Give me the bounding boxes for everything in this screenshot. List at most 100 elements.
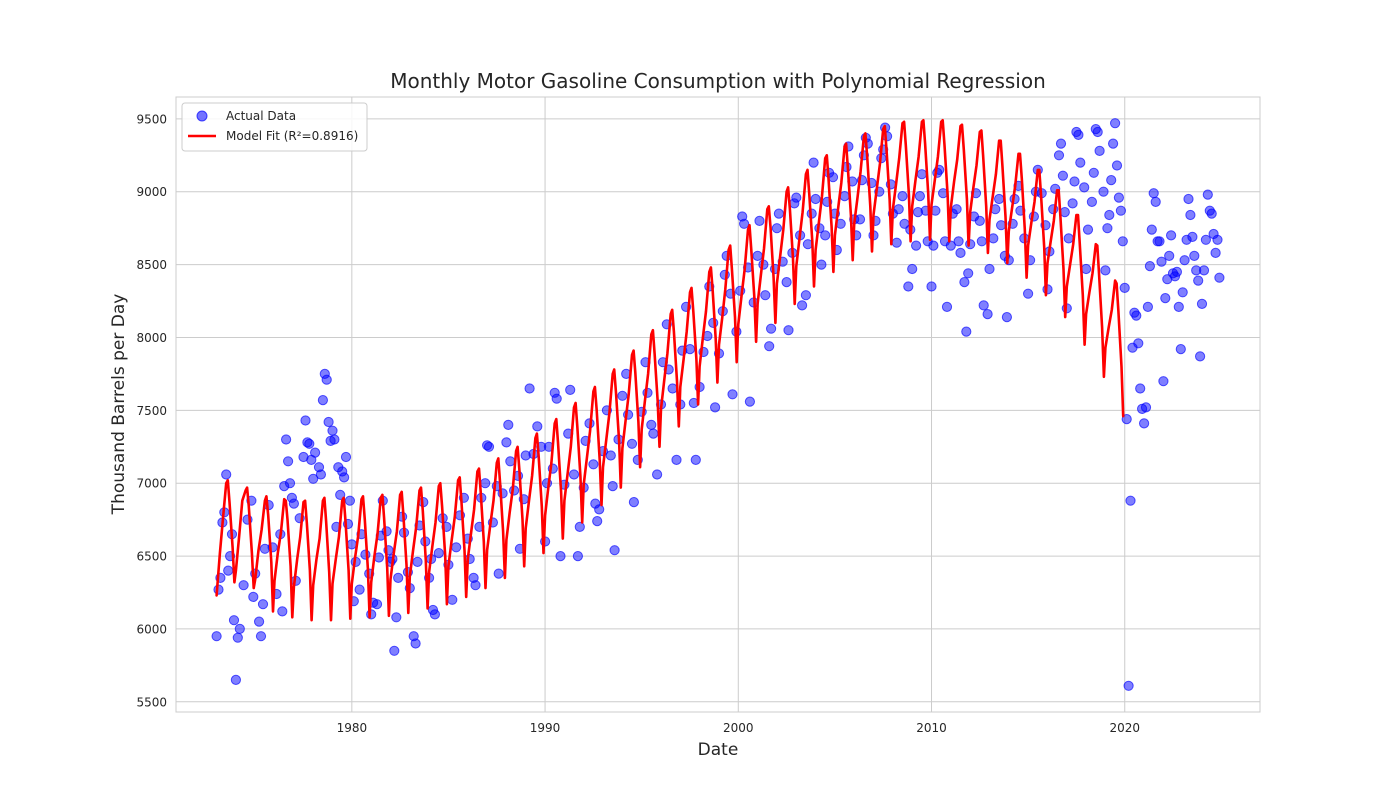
data-point — [626, 438, 638, 449]
data-point — [605, 450, 616, 461]
data-point — [764, 341, 775, 352]
data-point — [257, 599, 269, 610]
data-point — [321, 374, 332, 385]
data-point — [984, 263, 995, 275]
data-point — [493, 568, 504, 579]
data-point — [1198, 265, 1210, 276]
data-point — [988, 233, 999, 244]
legend-marker-actual-data — [196, 110, 208, 122]
data-point — [1115, 205, 1127, 216]
y-tick-label: 5500 — [136, 695, 167, 709]
data-point — [810, 193, 821, 205]
data-point — [1210, 247, 1221, 258]
legend: Actual Data Model Fit (R²=0.8916) — [181, 102, 368, 152]
data-point — [288, 498, 299, 509]
data-point — [897, 191, 908, 202]
data-point — [1166, 230, 1177, 241]
data-point — [891, 237, 902, 248]
data-point — [1171, 266, 1183, 277]
data-point — [284, 478, 296, 489]
data-point — [808, 157, 819, 168]
y-tick-label: 9500 — [136, 112, 167, 126]
data-point — [1150, 196, 1161, 207]
data-point — [283, 456, 294, 467]
data-point — [1146, 224, 1157, 235]
data-point — [690, 454, 701, 465]
data-point — [1053, 150, 1065, 161]
data-point — [1001, 312, 1013, 323]
data-point — [574, 521, 585, 533]
data-point — [1081, 263, 1092, 275]
data-point — [820, 230, 831, 241]
data-point — [854, 214, 866, 225]
data-point — [1144, 261, 1156, 272]
y-tick-label: 6500 — [136, 550, 167, 564]
data-point — [996, 220, 1007, 231]
data-point — [429, 609, 440, 620]
data-point — [1177, 287, 1188, 298]
data-point — [501, 437, 512, 448]
data-point — [228, 615, 240, 626]
data-point — [1200, 234, 1212, 245]
data-point — [976, 236, 987, 247]
data-point — [300, 415, 311, 426]
data-point — [907, 263, 918, 275]
data-point — [667, 383, 678, 394]
data-point — [974, 215, 985, 226]
data-point — [959, 277, 970, 288]
data-point — [1119, 282, 1130, 293]
data-point — [310, 447, 321, 458]
data-point — [281, 434, 292, 445]
data-point — [255, 631, 267, 642]
y-tick-label: 7000 — [136, 477, 167, 491]
data-point — [1189, 250, 1200, 261]
data-point — [1110, 118, 1121, 129]
data-point — [1133, 338, 1144, 349]
data-point — [588, 459, 599, 470]
data-point — [1082, 224, 1094, 235]
data-point — [816, 259, 827, 270]
data-point — [470, 580, 481, 591]
y-tick-label: 8500 — [136, 258, 167, 272]
model-fit-line — [215, 119, 1125, 622]
data-point — [277, 606, 288, 617]
data-point — [360, 549, 371, 560]
data-point — [760, 290, 771, 301]
data-point — [1079, 182, 1090, 193]
data-point — [433, 548, 444, 559]
data-point — [447, 594, 458, 605]
data-point — [1086, 196, 1098, 207]
data-point — [317, 395, 328, 406]
data-point — [1117, 236, 1128, 247]
data-point — [354, 584, 365, 595]
legend-box — [181, 102, 368, 152]
data-point — [1156, 256, 1167, 267]
data-point — [941, 301, 953, 312]
data-point — [592, 516, 603, 527]
data-point — [1063, 233, 1074, 244]
data-point — [800, 290, 812, 301]
data-point — [671, 454, 682, 465]
data-point — [1142, 301, 1154, 312]
data-point — [1069, 176, 1080, 187]
data-point — [1098, 186, 1109, 197]
data-point — [773, 208, 785, 219]
data-point — [410, 638, 421, 649]
data-point — [483, 441, 495, 452]
data-point — [1206, 208, 1217, 219]
legend-label-actual-data: Actual Data — [226, 109, 296, 123]
data-point — [304, 438, 315, 449]
data-point — [451, 542, 462, 553]
data-point — [903, 281, 914, 292]
data-point — [505, 456, 516, 467]
data-point — [911, 240, 922, 251]
data-point — [1113, 192, 1125, 203]
data-point — [781, 277, 792, 288]
data-point — [1183, 193, 1194, 205]
data-point — [346, 539, 357, 550]
data-point — [926, 281, 937, 292]
data-point — [771, 223, 783, 234]
data-point — [1139, 418, 1150, 429]
data-point — [839, 191, 850, 202]
data-point — [565, 384, 576, 395]
